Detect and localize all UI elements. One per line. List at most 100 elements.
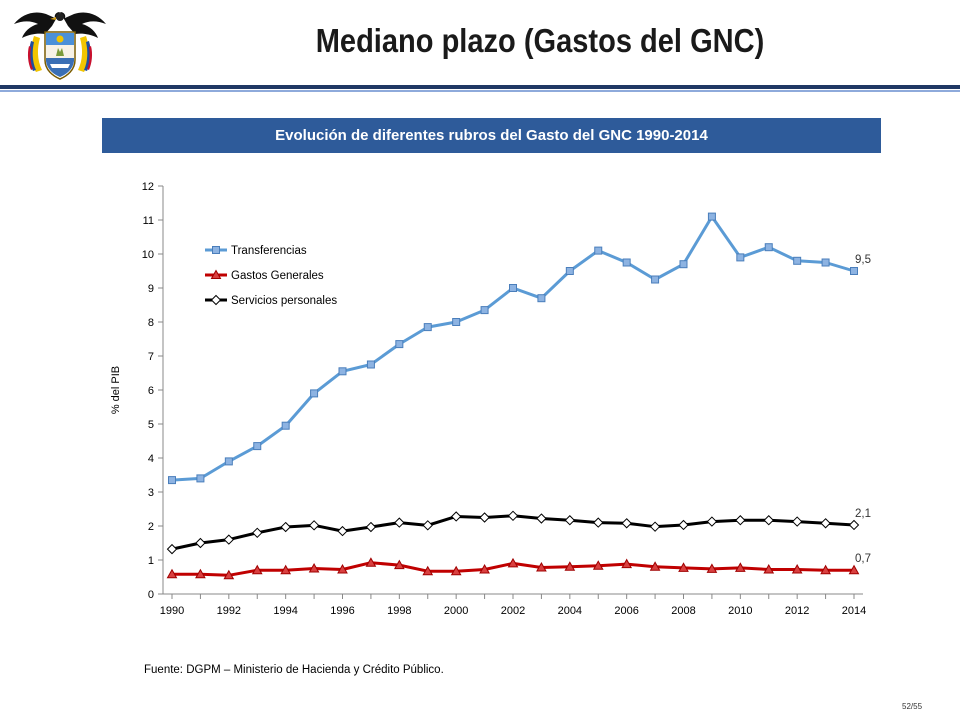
series-transferencias: 9,5 xyxy=(168,212,871,485)
data-point-marker xyxy=(509,284,517,292)
x-tick-label: 1996 xyxy=(330,605,354,617)
y-tick-label: 8 xyxy=(148,317,154,329)
data-point-marker xyxy=(820,518,831,529)
data-point-marker xyxy=(393,559,405,570)
source-note: Fuente: DGPM – Ministerio de Hacienda y … xyxy=(144,664,444,676)
data-point-marker xyxy=(280,521,291,533)
data-point-marker xyxy=(166,568,178,579)
colombia-coat-of-arms-logo xyxy=(14,12,106,80)
data-point-marker xyxy=(763,515,774,526)
data-point-marker xyxy=(450,565,462,576)
data-point-marker xyxy=(706,563,718,573)
data-point-marker xyxy=(763,564,775,574)
chart-title: Evolución de diferentes rubros del Gasto… xyxy=(275,127,708,144)
data-point-marker xyxy=(507,510,519,522)
data-point-marker xyxy=(793,256,802,265)
x-tick-label: 2004 xyxy=(558,605,582,617)
data-point-marker xyxy=(621,558,633,569)
series-gastos-generales: 0,7 xyxy=(166,553,871,580)
data-point-marker xyxy=(423,323,432,332)
flags-icon xyxy=(27,36,93,72)
data-point-marker xyxy=(764,243,773,252)
data-point-marker xyxy=(337,564,348,574)
y-tick-label: 12 xyxy=(142,181,154,193)
x-tick-label: 2000 xyxy=(444,605,468,617)
data-point-marker xyxy=(310,389,319,398)
data-point-marker xyxy=(395,340,404,349)
data-point-marker xyxy=(479,564,490,574)
data-point-marker xyxy=(210,269,222,279)
data-point-marker xyxy=(280,564,292,575)
data-point-marker xyxy=(821,258,830,267)
data-point-marker xyxy=(422,565,434,576)
data-point-marker xyxy=(479,512,490,523)
data-label: 9,5 xyxy=(855,254,871,266)
data-point-marker xyxy=(366,360,375,369)
x-tick-label: 1998 xyxy=(387,605,411,617)
x-axis: 1990 1992 1994 1996 1998 2000 2002 2004 2006 2008… xyxy=(160,593,866,617)
y-tick-label: 0 xyxy=(148,589,154,601)
y-tick-label: 10 xyxy=(142,249,154,261)
legend-item: Servicios personales xyxy=(205,294,337,307)
y-tick-label: 6 xyxy=(148,385,154,397)
data-point-marker xyxy=(223,569,235,580)
data-point-marker xyxy=(706,516,718,527)
data-point-marker xyxy=(622,258,631,267)
series-servicios-personales: 2,1 xyxy=(166,508,871,555)
data-point-marker xyxy=(820,564,831,575)
data-point-marker xyxy=(253,442,262,451)
data-point-marker xyxy=(394,517,405,528)
data-point-marker xyxy=(507,557,519,568)
y-tick-label: 7 xyxy=(148,351,154,363)
y-tick-label: 5 xyxy=(148,419,154,431)
y-tick-label: 2 xyxy=(148,521,154,533)
data-point-marker xyxy=(736,253,745,262)
data-point-marker xyxy=(196,474,205,483)
data-point-marker xyxy=(480,306,489,315)
data-point-marker xyxy=(592,560,604,570)
data-point-marker xyxy=(621,518,632,529)
data-point-marker xyxy=(791,564,803,574)
data-point-marker xyxy=(281,421,290,430)
data-point-marker xyxy=(564,515,576,526)
title-divider xyxy=(0,85,960,89)
slide-title: Mediano plazo (Gastos del GNC) xyxy=(315,22,765,59)
data-point-marker xyxy=(649,521,661,532)
data-point-marker xyxy=(365,557,377,567)
data-point-marker xyxy=(850,267,858,275)
data-point-marker xyxy=(422,520,433,531)
x-tick-label: 1994 xyxy=(273,605,297,617)
x-tick-label: 2008 xyxy=(671,605,695,617)
data-point-marker xyxy=(210,294,222,306)
data-label: 2,1 xyxy=(855,508,871,520)
data-point-marker xyxy=(594,246,603,255)
data-point-marker xyxy=(678,519,689,531)
x-tick-label: 1992 xyxy=(217,605,241,617)
data-point-marker xyxy=(452,318,461,326)
data-point-marker xyxy=(848,519,860,531)
data-point-marker xyxy=(649,561,661,571)
data-point-marker xyxy=(252,527,263,539)
data-point-marker xyxy=(166,543,178,555)
chart-title-banner: Evolución de diferentes rubros del Gasto… xyxy=(102,118,881,153)
y-tick-label: 9 xyxy=(148,283,154,295)
data-point-marker xyxy=(678,562,689,572)
shield-icon xyxy=(44,31,76,80)
y-tick-label: 11 xyxy=(143,215,154,227)
data-point-marker xyxy=(212,246,220,254)
x-tick-label: 2014 xyxy=(842,605,866,617)
x-tick-label: 2002 xyxy=(501,605,525,617)
legend-item: Transferencias xyxy=(205,245,307,257)
data-point-marker xyxy=(564,561,576,571)
chart-legend: Transferencias Gastos Generales Servicios … xyxy=(205,245,337,307)
data-point-marker xyxy=(224,457,233,466)
legend-item: Gastos Generales xyxy=(205,269,324,282)
data-point-marker xyxy=(308,562,320,573)
data-point-marker xyxy=(536,561,547,572)
data-point-marker xyxy=(734,562,746,572)
data-point-marker xyxy=(450,511,462,522)
y-tick-label: 4 xyxy=(148,453,154,465)
data-point-marker xyxy=(536,513,547,524)
data-point-marker xyxy=(791,516,803,527)
